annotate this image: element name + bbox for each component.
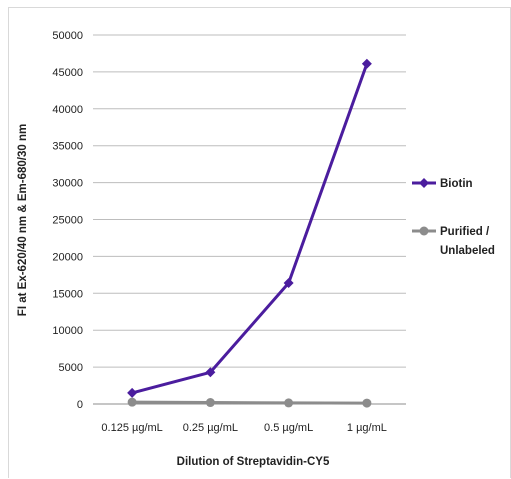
legend: Biotin Purified / Unlabeled [412,178,495,257]
data-point-diamond [361,58,372,69]
legend-label: Biotin [440,178,473,190]
series-line-1 [132,400,367,405]
y-tick-label: 50000 [52,30,83,42]
x-tick-labels: 0.125 µg/mL 0.25 µg/mL 0.5 µg/mL 1 µg/mL [101,422,386,434]
data-point-circle [284,398,294,408]
legend-label: Unlabeled [440,245,495,257]
y-tick-label: 15000 [52,288,83,300]
legend-marker-diamond [419,178,429,188]
x-tick-label: 1 µg/mL [347,422,387,434]
data-point-diamond [127,387,138,398]
x-tick-label: 0.125 µg/mL [101,422,162,434]
y-tick-label: 0 [77,399,83,411]
data-point-circle [205,398,215,408]
y-tick-label: 10000 [52,325,83,337]
y-tick-label: 25000 [52,215,83,227]
legend-marker-circle [419,226,429,236]
data-point-circle [362,398,372,408]
y-tick-labels: 0 5000 10000 15000 20000 25000 30000 35000 40000… [52,30,83,411]
series-line-0 [131,63,369,395]
legend-label: Purified / [440,226,490,238]
data-point-diamond [205,367,216,378]
x-tick-label: 0.5 µg/mL [264,422,313,434]
y-tick-label: 35000 [52,141,83,153]
y-axis-title: FI at Ex-620/40 nm & Em-680/30 nm [17,124,29,316]
y-tick-label: 20000 [52,251,83,263]
series-group [127,58,372,408]
y-tick-label: 30000 [52,178,83,190]
y-tick-label: 5000 [59,362,83,374]
x-axis-title: Dilution of Streptavidin-CY5 [177,456,330,468]
data-point-diamond [283,277,294,288]
x-tick-label: 0.25 µg/mL [183,422,238,434]
data-point-circle [127,397,137,407]
y-tick-label: 40000 [52,104,83,116]
gridlines [93,34,406,405]
y-tick-label: 45000 [52,67,83,79]
